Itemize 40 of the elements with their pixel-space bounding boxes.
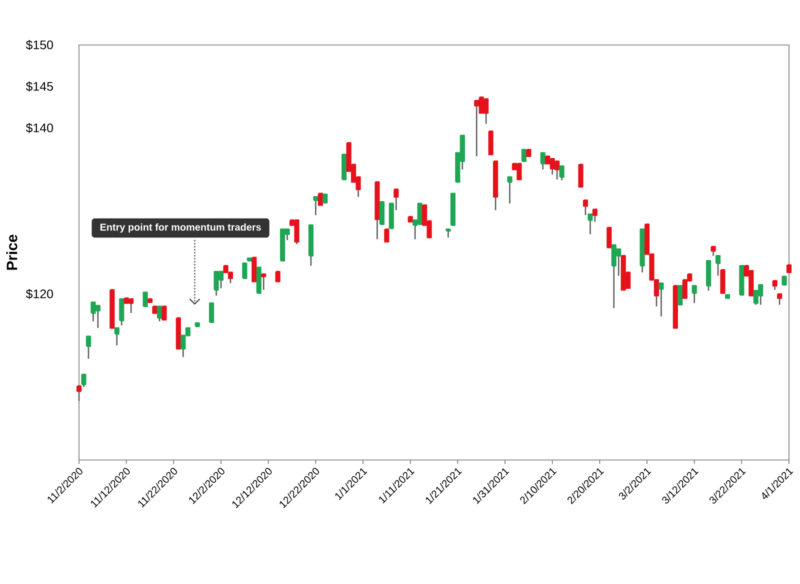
candlestick xyxy=(318,192,323,206)
candlestick xyxy=(313,196,318,216)
candlestick xyxy=(114,327,120,346)
candlestick xyxy=(142,292,148,308)
candlestick xyxy=(540,152,546,170)
candlestick xyxy=(379,201,384,226)
candlestick xyxy=(710,246,716,256)
y-tick-label: $140 xyxy=(26,122,53,134)
candlestick xyxy=(720,269,726,294)
candlestick xyxy=(692,284,697,304)
candlestick xyxy=(394,188,399,211)
y-tick-label: $120 xyxy=(26,288,53,300)
candlestick xyxy=(592,208,598,222)
candlestick xyxy=(658,282,664,318)
candlestick xyxy=(678,284,683,306)
y-tick-label: $145 xyxy=(26,81,53,92)
candlestick xyxy=(119,298,124,326)
candlestick xyxy=(76,384,82,402)
candlestick xyxy=(156,306,162,322)
candlestick xyxy=(772,280,778,290)
y-axis-title: Price xyxy=(6,234,18,270)
annotation: Entry point for momentum traders xyxy=(100,223,261,233)
candlestick xyxy=(521,148,526,162)
candlestick xyxy=(162,306,167,320)
candlestick xyxy=(261,273,266,290)
candlestick xyxy=(715,255,721,276)
candlestick xyxy=(86,336,92,360)
candlestick xyxy=(606,226,612,248)
candlestick xyxy=(578,164,584,188)
candlestick xyxy=(559,165,564,181)
candlestick xyxy=(242,262,248,279)
candlestick xyxy=(776,293,782,306)
candlestick xyxy=(582,199,588,216)
candlestick xyxy=(208,302,214,323)
candlestick xyxy=(275,270,280,282)
candlestick xyxy=(488,130,494,156)
y-tick-label: $150 xyxy=(26,40,53,50)
candlestick xyxy=(384,228,390,242)
candlestick xyxy=(507,176,512,204)
candlestick xyxy=(81,374,86,388)
